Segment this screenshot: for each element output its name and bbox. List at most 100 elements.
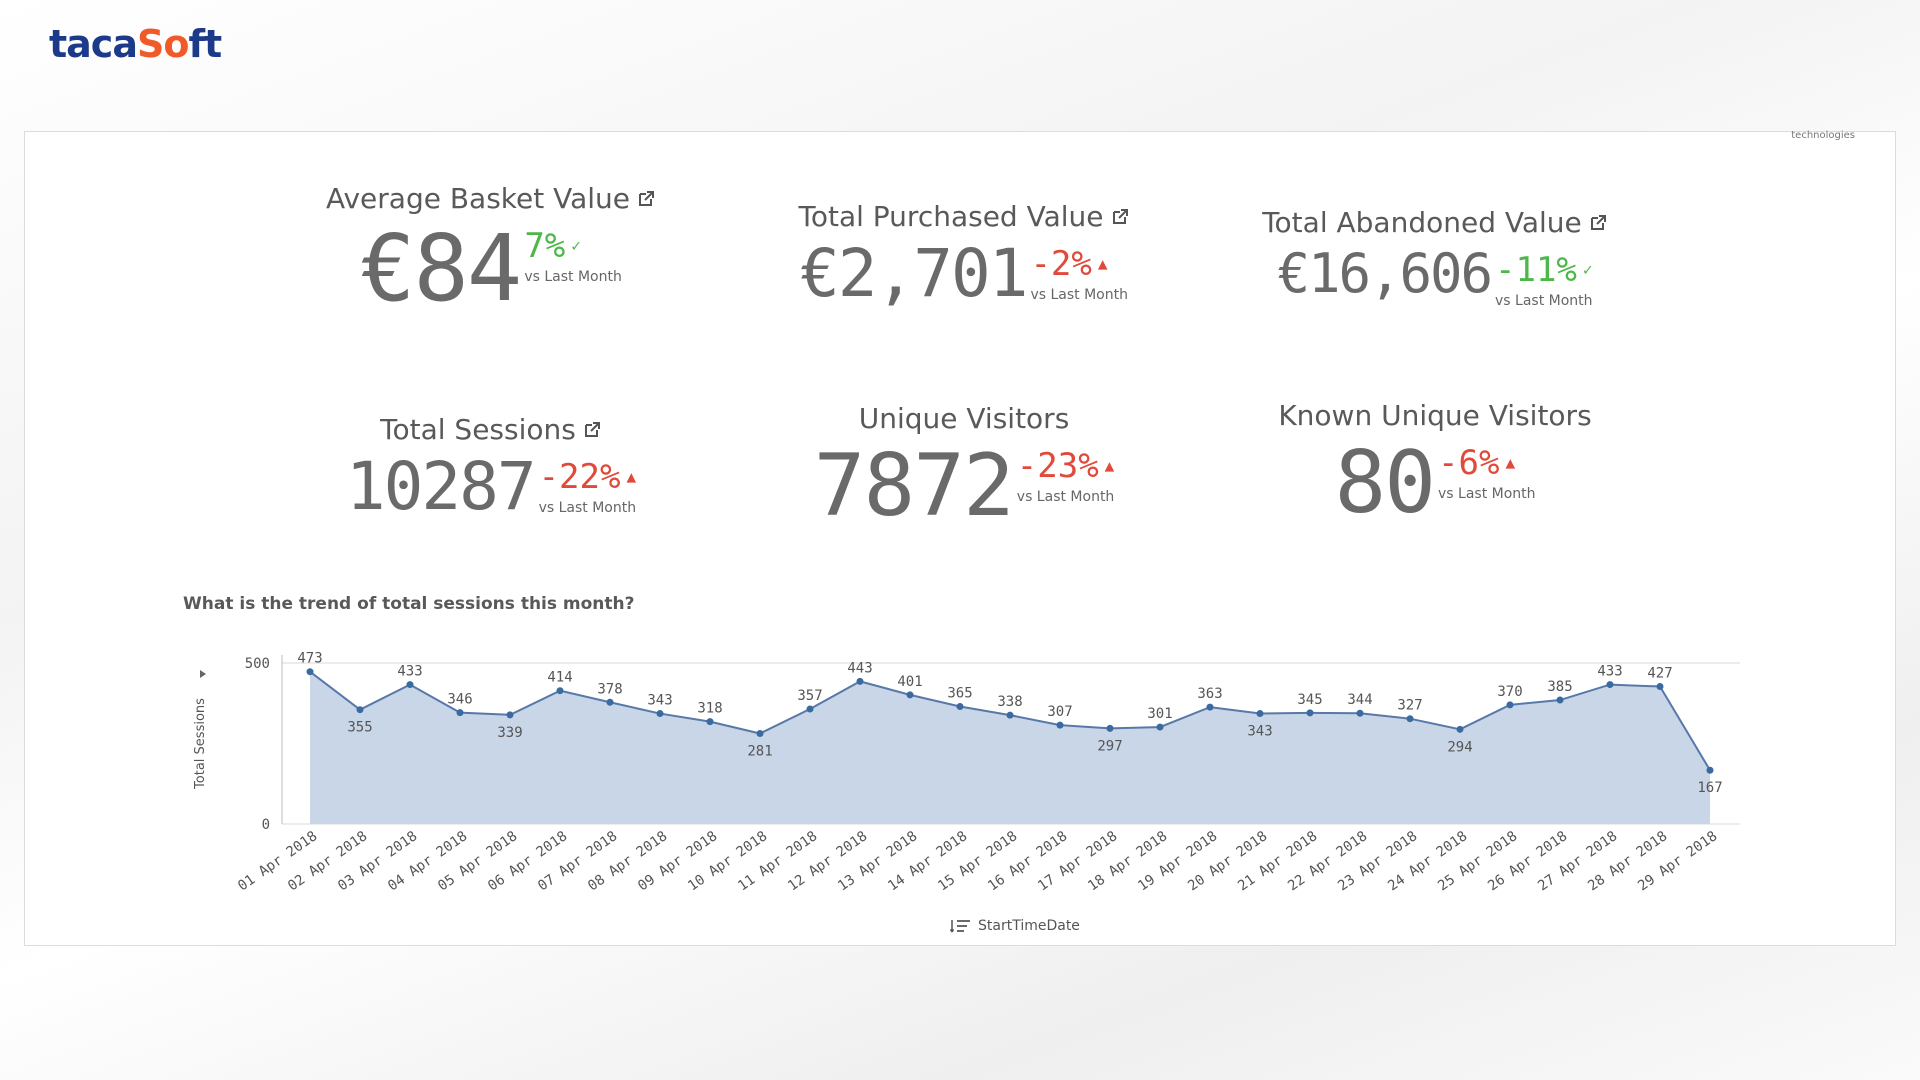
data-label: 344 xyxy=(1347,692,1372,708)
data-label: 343 xyxy=(1247,724,1272,740)
kpi-value: €2,701 xyxy=(800,235,1028,312)
data-point xyxy=(1306,709,1314,717)
kpi-comparison-label: vs Last Month xyxy=(524,269,622,285)
data-point xyxy=(806,705,814,713)
data-label: 318 xyxy=(697,701,722,717)
kpi-title: Total Abandoned Value xyxy=(1262,206,1582,239)
checkmark-icon: ✓ xyxy=(571,236,581,255)
data-point xyxy=(406,681,414,689)
data-point xyxy=(706,718,714,726)
data-label: 294 xyxy=(1447,739,1472,755)
data-label: 378 xyxy=(597,681,622,697)
y-tick-label: 500 xyxy=(245,656,270,672)
kpi-title: Known Unique Visitors xyxy=(1278,399,1592,432)
triangle-up-icon: ▲ xyxy=(1505,453,1516,472)
data-point xyxy=(956,702,964,710)
data-label: 473 xyxy=(297,651,322,667)
kpi-title: Unique Visitors xyxy=(858,402,1070,435)
data-label: 385 xyxy=(1547,679,1572,695)
data-point xyxy=(356,706,364,714)
data-point xyxy=(506,711,514,719)
data-point xyxy=(1206,703,1214,711)
tacasoft-logo: tacaSoft xyxy=(49,22,222,66)
kpi-value: €16,606 xyxy=(1277,242,1493,305)
kpi-delta: -23% ▲ xyxy=(1016,446,1115,486)
data-label: 401 xyxy=(897,674,922,690)
external-link-icon[interactable] xyxy=(636,189,656,209)
data-point xyxy=(456,709,464,717)
checkmark-icon: ✓ xyxy=(1582,260,1593,279)
data-label: 443 xyxy=(847,660,872,676)
data-point xyxy=(306,668,314,676)
data-point xyxy=(1006,711,1014,719)
kpi-comparison-label: vs Last Month xyxy=(1495,293,1593,309)
data-point xyxy=(1556,696,1564,704)
kpi-value: 80 xyxy=(1334,433,1436,533)
kpi-total-sessions: Total Sessions 10287 -22% ▲ vs Last Month xyxy=(281,413,701,520)
kpi-value: 7872 xyxy=(813,436,1015,536)
data-label: 307 xyxy=(1047,704,1072,720)
sessions-area-chart[interactable]: 0 500 Total Sessions 473 355 433 346 339 414 378 3… xyxy=(180,640,1760,915)
data-label: 338 xyxy=(997,694,1022,710)
external-link-icon[interactable] xyxy=(582,420,602,440)
data-point xyxy=(1406,715,1414,723)
data-label: 365 xyxy=(947,685,972,701)
data-label: 427 xyxy=(1647,666,1672,682)
corner-note: technologies xyxy=(1791,130,1855,141)
data-point xyxy=(1606,681,1614,689)
area-fill xyxy=(310,671,1710,824)
data-label: 433 xyxy=(1597,664,1622,680)
external-link-icon[interactable] xyxy=(1110,207,1130,227)
data-label: 301 xyxy=(1147,706,1172,722)
data-point xyxy=(1456,725,1464,733)
data-point xyxy=(906,691,914,699)
kpi-total-abandoned-value: Total Abandoned Value €16,606 -11% ✓ vs L… xyxy=(1225,206,1645,309)
data-label: 167 xyxy=(1697,780,1722,796)
data-label: 345 xyxy=(1297,692,1322,708)
x-axis-label: StartTimeDate xyxy=(978,918,1080,934)
kpi-value: 10287 xyxy=(345,448,537,525)
data-label: 343 xyxy=(647,693,672,709)
data-point xyxy=(756,730,764,738)
kpi-delta: -11% ✓ xyxy=(1495,250,1593,290)
data-label: 370 xyxy=(1497,684,1522,700)
data-label: 281 xyxy=(747,744,772,760)
x-axis-title[interactable]: StartTimeDate xyxy=(950,918,1080,934)
data-point xyxy=(1056,721,1064,729)
data-point xyxy=(656,710,664,718)
data-point xyxy=(1106,724,1114,732)
kpi-title: Total Purchased Value xyxy=(798,200,1104,233)
data-label: 297 xyxy=(1097,738,1122,754)
data-label: 357 xyxy=(797,688,822,704)
external-link-icon[interactable] xyxy=(1588,213,1608,233)
data-point xyxy=(1356,709,1364,717)
data-label: 363 xyxy=(1197,686,1222,702)
kpi-delta: -22% ▲ xyxy=(538,457,637,497)
kpi-delta: -2% ▲ xyxy=(1030,244,1108,284)
sort-icon xyxy=(950,920,970,933)
caret-icon xyxy=(200,670,206,678)
kpi-comparison-label: vs Last Month xyxy=(1016,489,1115,505)
kpi-delta: 7% ✓ xyxy=(524,226,581,266)
data-point xyxy=(856,677,864,685)
triangle-up-icon: ▲ xyxy=(1097,254,1108,273)
kpi-title: Average Basket Value xyxy=(325,182,631,215)
kpi-delta: -6% ▲ xyxy=(1438,443,1516,483)
kpi-value: €84 xyxy=(360,215,522,322)
triangle-up-icon: ▲ xyxy=(626,467,637,486)
data-label: 414 xyxy=(547,670,572,686)
y-tick-label: 0 xyxy=(262,817,270,833)
data-point xyxy=(1256,710,1264,718)
data-point xyxy=(1656,683,1664,691)
kpi-comparison-label: vs Last Month xyxy=(1030,287,1128,303)
data-point xyxy=(556,687,564,695)
kpi-total-purchased-value: Total Purchased Value €2,701 -2% ▲ vs Las… xyxy=(754,200,1174,307)
kpi-comparison-label: vs Last Month xyxy=(538,500,637,516)
kpi-known-unique-visitors: Known Unique Visitors 80 -6% ▲ vs Last Mo… xyxy=(1225,399,1645,526)
kpi-title: Total Sessions xyxy=(380,413,576,446)
data-point xyxy=(1156,723,1164,731)
y-axis-title: Total Sessions xyxy=(193,698,208,790)
data-point xyxy=(606,698,614,706)
chart-question: What is the trend of total sessions this… xyxy=(183,594,635,614)
triangle-up-icon: ▲ xyxy=(1104,456,1115,475)
